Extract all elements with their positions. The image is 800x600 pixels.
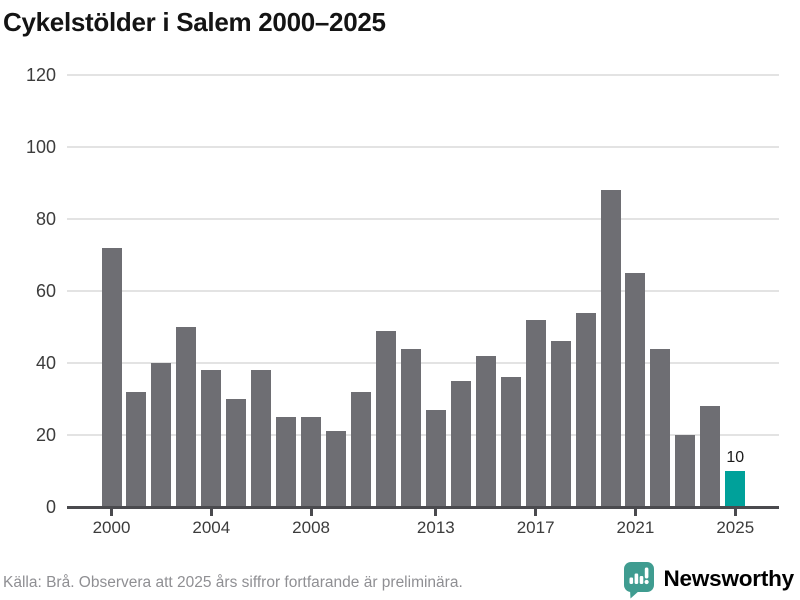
bar-2024 <box>700 406 721 507</box>
newsworthy-logo: Newsworthy <box>622 559 794 599</box>
newsworthy-wordmark: Newsworthy <box>663 566 794 591</box>
x-axis-tick-2021 <box>633 509 637 516</box>
bar-2014 <box>450 381 471 507</box>
x-axis-tick-2000 <box>110 509 113 516</box>
bar-2002 <box>151 363 172 507</box>
y-axis-label-60: 60 <box>35 281 56 302</box>
bar-2016 <box>500 377 521 507</box>
bar-2025 <box>725 471 746 507</box>
bar-2018 <box>550 341 571 507</box>
bar-2003 <box>176 327 197 507</box>
bar-2004 <box>201 370 222 507</box>
x-axis-tick-2004 <box>209 509 213 516</box>
bar-2019 <box>575 312 596 507</box>
bar-2023 <box>675 435 696 507</box>
bar-2017 <box>525 319 546 507</box>
bar-2015 <box>475 355 496 507</box>
y-axis-label-40: 40 <box>35 353 56 374</box>
bar-2001 <box>126 391 147 507</box>
bar-2009 <box>326 431 347 507</box>
gridline-60 <box>67 290 779 293</box>
bar-2006 <box>251 370 272 507</box>
y-axis-label-120: 120 <box>25 65 56 86</box>
bar-2010 <box>351 391 371 507</box>
x-axis-tick-2017 <box>534 509 538 516</box>
y-axis-label-100: 100 <box>25 137 56 158</box>
bar-2007 <box>276 417 297 507</box>
x-axis-tick-2013 <box>434 509 438 516</box>
chart-title: Cykelstölder i Salem 2000–2025 <box>3 7 386 37</box>
x-axis-tick-2025 <box>733 509 737 516</box>
bar-2020 <box>600 190 621 507</box>
bar-2012 <box>400 348 421 507</box>
bar-chart-speech-bubble-icon <box>624 562 655 599</box>
bar-2021 <box>625 273 646 507</box>
y-axis-label-80: 80 <box>35 209 56 230</box>
gridline-120 <box>67 74 779 77</box>
bar-2022 <box>650 348 671 507</box>
bar-2005 <box>226 399 247 507</box>
x-axis-label-2025: 2025 <box>716 518 755 537</box>
gridline-80 <box>67 218 779 221</box>
x-axis-line <box>67 506 779 509</box>
source-note: Källa: Brå. Observera att 2025 års siffr… <box>3 574 463 591</box>
bar-value-label-2025: 10 <box>726 449 745 467</box>
gridline-40 <box>67 362 779 365</box>
gridline-20 <box>67 434 779 437</box>
x-axis-label-2021: 2021 <box>616 518 655 537</box>
y-axis-label-0: 0 <box>45 497 56 517</box>
x-axis-label-2013: 2013 <box>416 518 455 537</box>
bar-2008 <box>301 417 322 507</box>
gridline-100 <box>67 146 779 149</box>
x-axis-label-2017: 2017 <box>516 518 555 537</box>
bar-2011 <box>375 330 396 507</box>
bar-2013 <box>425 409 446 507</box>
x-axis-label-2008: 2008 <box>292 518 330 537</box>
bar-2000 <box>101 247 122 507</box>
x-axis-tick-2008 <box>309 509 313 516</box>
x-axis-label-2000: 2000 <box>92 518 131 537</box>
y-axis-label-20: 20 <box>35 425 56 446</box>
x-axis-label-2004: 2004 <box>192 518 231 537</box>
